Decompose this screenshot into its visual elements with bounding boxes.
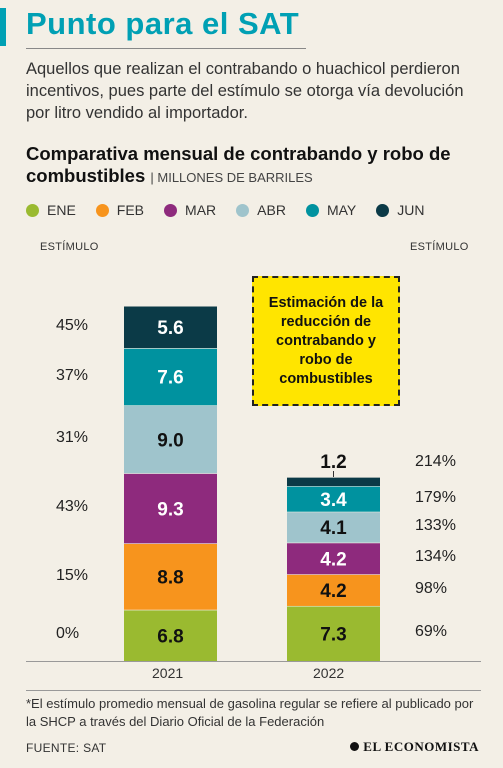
value-label-2022-feb: 4.2: [320, 581, 346, 602]
brand-name: EL ECONOMISTA: [363, 739, 479, 754]
bar-2021-may: [124, 348, 217, 406]
legend-item-abr: ABR: [236, 202, 286, 218]
x-axis-line: [26, 661, 481, 662]
brand-logo: EL ECONOMISTA: [350, 739, 479, 755]
bar-2022-ene: [287, 605, 380, 661]
page-title: Punto para el SAT: [26, 6, 300, 41]
value-label-2022-ene: 7.3: [320, 624, 346, 645]
value-label-2021-may: 7.6: [157, 368, 183, 389]
stimulus-2022-abr: 133%: [415, 517, 456, 535]
legend-label: JUN: [397, 202, 425, 218]
value-label-2022-may: 3.4: [320, 490, 347, 511]
stimulus-2022-jun: 214%: [415, 452, 456, 470]
value-label-2021-mar: 9.3: [157, 499, 183, 520]
chart-title-text: Comparativa mensual de contrabando y rob…: [26, 143, 451, 186]
stimulus-heading-left: ESTÍMULO: [40, 241, 99, 253]
legend-label: MAR: [185, 202, 217, 218]
footer-divider: [26, 690, 481, 691]
bar-2022-feb: [287, 574, 380, 606]
stimulus-2021-feb: 15%: [56, 566, 89, 584]
stimulus-2022-may: 179%: [415, 488, 456, 506]
stimulus-2022-feb: 98%: [415, 580, 448, 598]
bar-2022-abr: [287, 511, 380, 543]
legend-swatch: [305, 203, 319, 217]
value-label-2022-jun: 1.2: [320, 452, 346, 473]
stimulus-heading-right: ESTÍMULO: [410, 241, 469, 253]
bar-2022-mar: [287, 542, 380, 575]
legend-label: ENE: [47, 202, 76, 218]
stimulus-2021-abr: 31%: [56, 429, 89, 447]
legend-item-ene: ENE: [26, 202, 76, 218]
legend-swatch: [164, 203, 178, 217]
legend-swatch: [376, 203, 390, 217]
value-label-2022-abr: 4.1: [320, 518, 347, 539]
value-label-2021-abr: 9.0: [157, 430, 183, 451]
x-tick-2021: 2021: [152, 665, 184, 681]
chart-unit: | MILLONES DE BARRILES: [150, 170, 313, 185]
footnote: *El estímulo promedio mensual de gasolin…: [26, 696, 474, 729]
bar-2021-feb: [124, 543, 217, 610]
bar-2022-may: [287, 486, 380, 512]
stimulus-2021-jun: 45%: [56, 316, 89, 334]
lead-paragraph: Aquellos que realizan el contrabando o h…: [26, 60, 464, 122]
brand-icon: [350, 742, 360, 751]
legend-swatch: [236, 203, 250, 217]
stimulus-2022-ene: 69%: [415, 623, 448, 641]
chart-legend: ENE FEB MAR ABR MAY JUN: [26, 200, 445, 220]
legend-label: ABR: [257, 202, 286, 218]
legend-label: FEB: [116, 202, 145, 218]
legend-item-jun: JUN: [376, 202, 425, 218]
bar-2021-ene: [124, 609, 217, 661]
stimulus-2022-mar: 134%: [415, 548, 456, 566]
value-label-2021-jun: 5.6: [157, 318, 183, 339]
source-label: FUENTE: SAT: [26, 741, 107, 755]
legend-swatch: [26, 203, 39, 217]
title-divider: [26, 48, 306, 49]
stimulus-2021-mar: 43%: [56, 498, 89, 516]
stimulus-2021-ene: 0%: [56, 625, 80, 643]
legend-label: MAY: [326, 202, 357, 218]
bar-2021-jun: [124, 305, 217, 349]
value-label-2021-ene: 6.8: [157, 626, 183, 647]
legend-item-mar: MAR: [164, 202, 216, 218]
bar-2021-mar: [124, 473, 217, 544]
bar-2022-jun: [287, 477, 380, 487]
title-accent-bar: [0, 8, 6, 46]
stimulus-2021-may: 37%: [56, 366, 89, 384]
estimation-callout: Estimación de la reducción de contraband…: [252, 276, 400, 406]
bar-2021-abr: [124, 405, 217, 474]
value-label-2021-feb: 8.8: [157, 568, 183, 589]
chart-title: Comparativa mensual de contrabando y rob…: [26, 143, 486, 189]
x-tick-2022: 2022: [313, 665, 345, 681]
legend-swatch: [95, 203, 109, 217]
legend-item-may: MAY: [305, 202, 357, 218]
value-label-2022-mar: 4.2: [320, 549, 346, 570]
legend-item-feb: FEB: [95, 202, 145, 218]
